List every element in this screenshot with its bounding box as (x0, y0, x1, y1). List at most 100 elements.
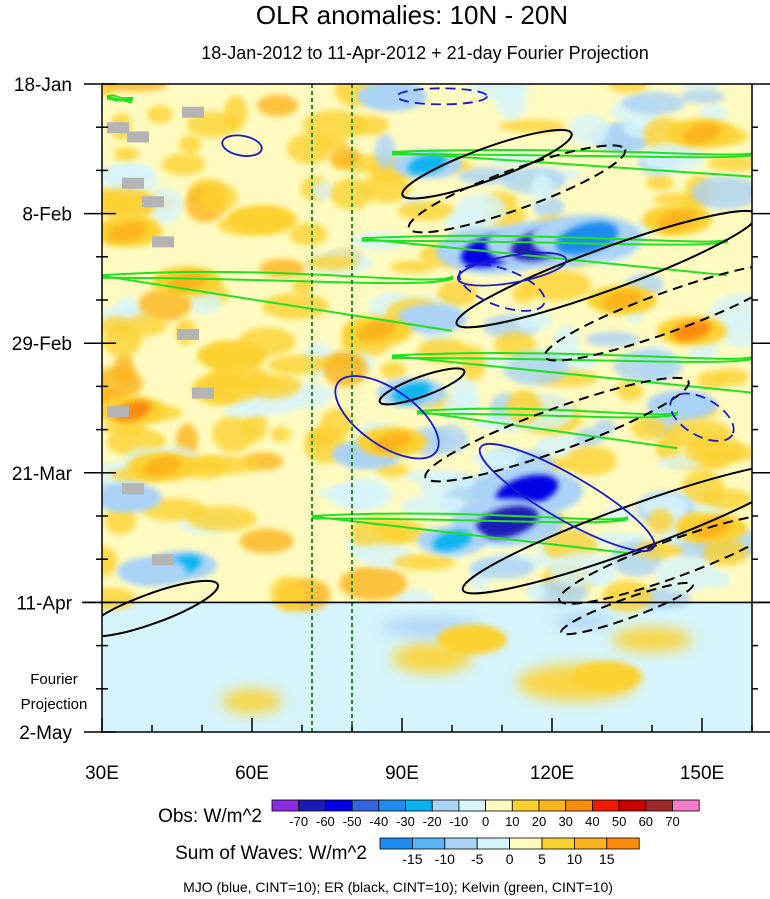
texture-patch (102, 314, 168, 338)
missing-data-cells (107, 106, 214, 566)
texture-patch (613, 349, 683, 383)
texture-patch (634, 540, 683, 559)
mjo-contour (669, 392, 735, 442)
waves-colorbar: -15 -10 -5 0 5 10 15 (379, 837, 640, 867)
texture-patch (146, 105, 173, 124)
colorbar-tick-label: -30 (396, 814, 415, 829)
colorbar-cell (541, 837, 575, 850)
texture-patch (302, 110, 367, 140)
kelvin-contour (311, 512, 628, 524)
missing-data-cell (152, 554, 174, 566)
er-contour (407, 144, 627, 234)
texture-patch (222, 404, 265, 418)
texture-patch (397, 201, 457, 221)
anomaly-patch (412, 308, 452, 329)
texture-patch (717, 314, 752, 348)
texture-patch (270, 576, 304, 611)
texture-patch (102, 187, 155, 221)
texture-patch (102, 546, 118, 577)
er-contour (461, 462, 752, 595)
texture-patch (702, 538, 749, 566)
texture-patch (457, 167, 514, 185)
mjo-contours (221, 87, 735, 552)
kelvin-contour-line (102, 274, 453, 332)
texture-patch (311, 181, 336, 201)
texture-patch (512, 283, 535, 304)
texture-patch (470, 556, 535, 580)
texture-patch (451, 375, 478, 409)
anomaly-patch (587, 666, 627, 687)
missing-data-cell (107, 122, 129, 134)
colorbar-tick-label: -20 (423, 814, 442, 829)
texture-patch (645, 174, 674, 191)
x-tick-label: 150E (680, 763, 724, 784)
x-tick-label: 60E (235, 763, 269, 784)
texture-patch (437, 280, 478, 307)
texture-patch (161, 153, 206, 176)
texture-patch (380, 361, 406, 379)
projection-label-line1: Fourier (30, 671, 78, 688)
colorbar-cell (431, 799, 460, 812)
anomaly-patch (692, 518, 732, 539)
x-tick-label: 120E (530, 763, 574, 784)
er-contour (543, 263, 752, 362)
colorbar-tick-label: 10 (567, 851, 583, 867)
missing-data-cell (127, 131, 149, 143)
kelvin-contour-line (106, 95, 133, 104)
texture-patch (199, 182, 238, 213)
colorbar-cell (271, 799, 300, 812)
colorbar-cell (565, 799, 593, 812)
kelvin-contour-line (311, 515, 628, 555)
colorbar-tick-label: 20 (532, 814, 546, 829)
texture-patch (393, 554, 456, 571)
er-contour (558, 513, 752, 605)
kelvin-contour (416, 407, 678, 419)
anomaly-patch (432, 530, 472, 552)
texture-patch (350, 115, 390, 136)
texture-patch (431, 424, 469, 454)
texture-patch (113, 147, 139, 162)
x-tick-label: 90E (385, 763, 419, 784)
er-contour (102, 579, 219, 638)
mjo-contour (478, 443, 656, 552)
colorbar-tick-label: 15 (599, 851, 615, 867)
colorbar-cell (444, 837, 478, 850)
texture-patch (499, 119, 566, 133)
chart-subtitle: 18-Jan-2012 to 11-Apr-2012 + 21-day Four… (201, 43, 648, 63)
texture-patch (224, 95, 248, 131)
contour-legend: MJO (blue, CINT=10); ER (black, CINT=10)… (183, 879, 613, 895)
colorbar-cell (458, 799, 486, 812)
colorbar-tick-label: -10 (435, 851, 455, 867)
kelvin-contour (102, 270, 453, 285)
x-axis: 30E 60E 90E 120E 150E (85, 718, 753, 784)
texture-patch (515, 310, 553, 331)
texture-patch (594, 419, 617, 435)
texture-patch (374, 133, 396, 169)
anomaly-patch (132, 561, 172, 582)
texture-patch (247, 373, 302, 399)
colorbar-tick-label: -40 (369, 814, 388, 829)
anomaly-patch (357, 320, 397, 342)
missing-data-cell (107, 406, 129, 418)
texture-patch (575, 427, 605, 447)
kelvin-contour-line (391, 355, 752, 394)
plot-frame (101, 83, 753, 733)
texture-patch (394, 589, 435, 610)
colorbar-cell (411, 837, 446, 850)
colorbar-tick-label: 10 (505, 814, 519, 829)
anomaly-patches (102, 84, 752, 692)
texture-patch (329, 146, 361, 168)
colorbar-tick-label: 0 (506, 851, 514, 867)
mjo-contour (456, 251, 568, 287)
texture-patch (328, 482, 384, 510)
colorbar-cell (538, 799, 567, 812)
colorbar-tick-label: -70 (289, 814, 308, 829)
texture-patch (390, 260, 435, 274)
texture-patch (564, 445, 617, 476)
missing-data-cell (122, 177, 144, 189)
waves-colorbar-label: Sum of Waves: W/m^2 (175, 843, 367, 864)
y-tick-label: 18-Jan (14, 75, 72, 96)
obs-colorbar: -70 -60 -50 -40 -30 -20 -10 0 10 20 30 40 50 60 70 (271, 799, 700, 829)
texture-patch (268, 355, 325, 375)
